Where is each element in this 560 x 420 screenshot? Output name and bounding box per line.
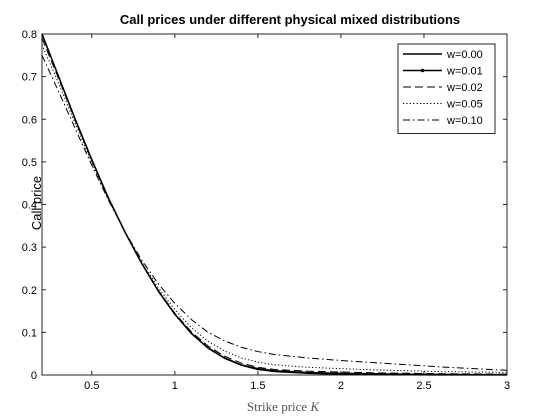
legend-marker: [420, 68, 425, 73]
y-tick-label: 0.3: [22, 242, 37, 254]
x-axis-label-var: K: [309, 399, 320, 414]
legend-label: w=0.02: [446, 82, 483, 94]
legend-label: w=0.01: [446, 66, 483, 78]
y-axis-label: Call price: [29, 176, 44, 230]
series-line-w-0-10: [41, 55, 508, 371]
chart-title: Call prices under different physical mix…: [120, 12, 460, 27]
y-tick-label: 0.1: [22, 327, 37, 339]
x-tick-label: 0.5: [84, 380, 99, 392]
x-tick-label: 2: [338, 380, 344, 392]
series-line-w-0-01: [41, 33, 507, 376]
axis-ticks: 0.5 1 1.5 2 2.5 3 0 0.1 0.2 0.3 0.4 0.5 0.6 0.7 0.8: [22, 29, 510, 392]
series-lines: [41, 33, 508, 376]
y-tick-label: 0.8: [22, 29, 37, 41]
x-tick-label: 2.5: [416, 380, 431, 392]
legend-label: w=0.05: [446, 99, 483, 111]
series-line-w-0-05: [41, 44, 508, 373]
x-axis-label-main: Strike price: [247, 399, 311, 414]
y-tick-label: 0.2: [22, 285, 37, 297]
y-tick-label: 0.5: [22, 157, 37, 169]
x-tick-label: 1.5: [250, 380, 265, 392]
y-tick-label: 0.4: [22, 200, 37, 212]
x-axis-label: Strike price K: [247, 399, 321, 414]
legend: w=0.00 w=0.01 w=0.02 w=0.05 w=0.10: [397, 43, 496, 134]
legend-box: [397, 43, 496, 134]
y-tick-label: 0: [31, 370, 37, 382]
x-tick-label: 3: [504, 380, 510, 392]
legend-label: w=0.10: [446, 115, 483, 127]
y-tick-label: 0.6: [22, 114, 37, 126]
legend-label: w=0.00: [446, 49, 483, 61]
y-tick-label: 0.7: [22, 72, 37, 84]
x-tick-label: 1: [172, 380, 178, 392]
series-line-w-0-02: [41, 38, 508, 375]
